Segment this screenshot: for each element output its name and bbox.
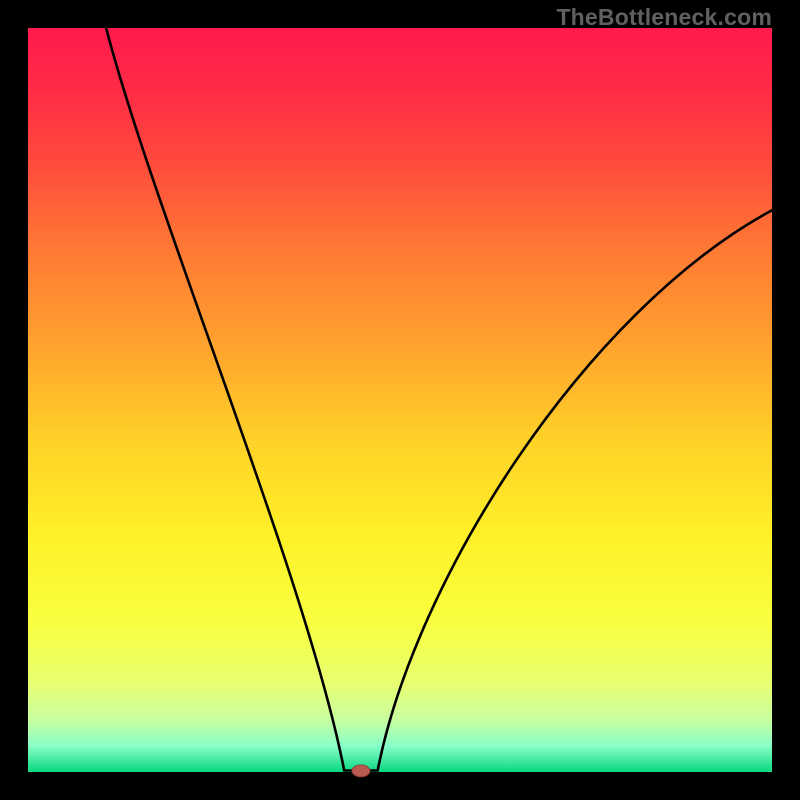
curve-layer [0,0,800,800]
watermark-text: TheBottleneck.com [556,4,772,31]
chart-canvas: TheBottleneck.com [0,0,800,800]
bottleneck-curve [106,28,772,771]
vertex-marker [352,765,370,777]
